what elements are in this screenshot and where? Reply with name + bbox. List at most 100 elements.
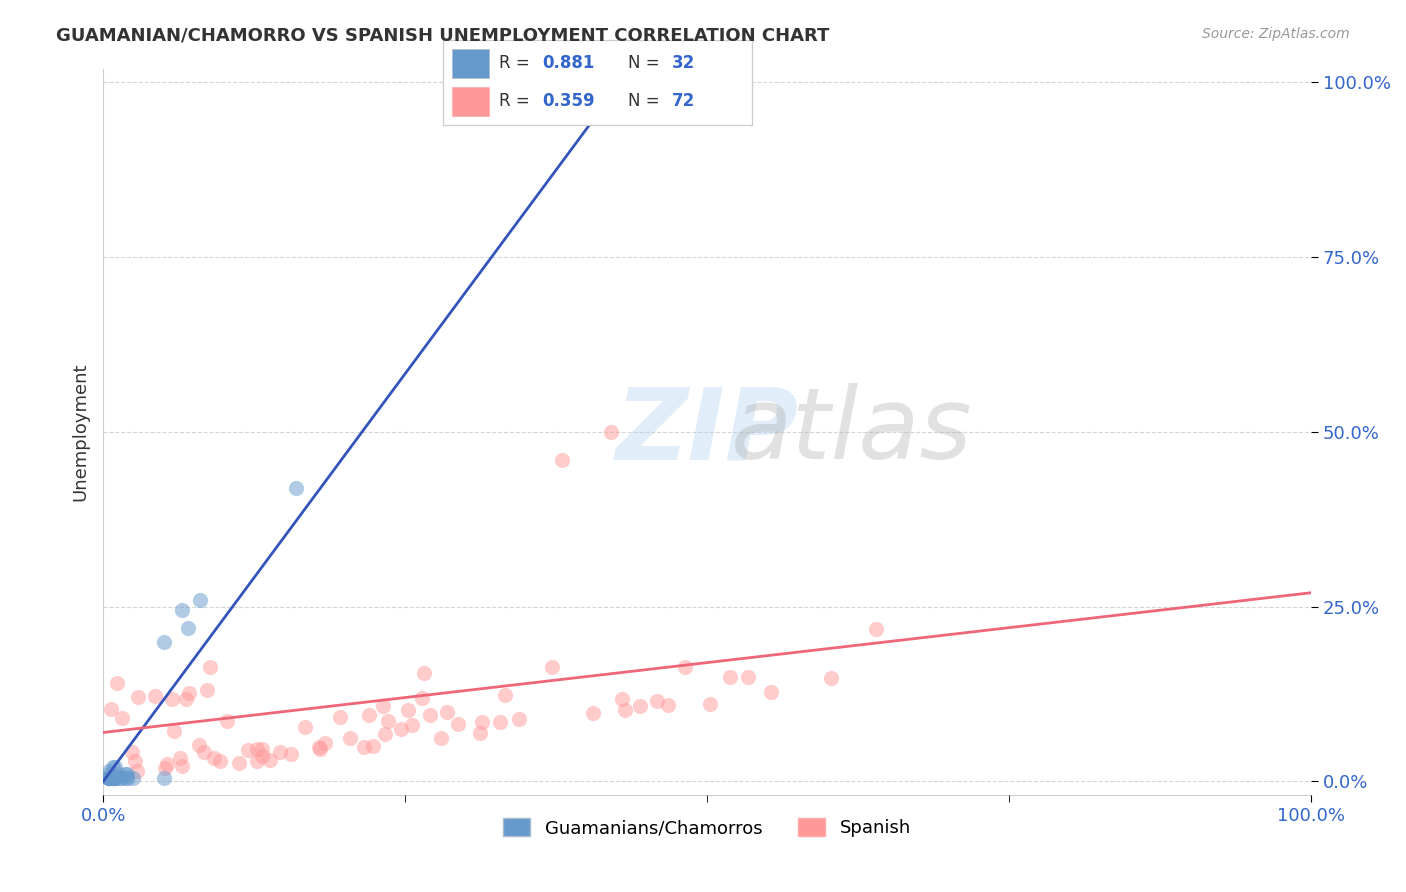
Point [582,706,605,721]
Point [174,692,197,706]
Point [411,691,433,706]
Point [720,670,742,684]
Point [252,741,274,756]
Point [228,756,250,771]
Point [412,665,434,680]
Point [152,771,174,785]
Point [98,771,121,785]
Point [101,760,124,774]
Point [436,705,458,719]
Point [309,742,332,756]
Y-axis label: Unemployment: Unemployment [72,363,89,501]
Text: 32: 32 [672,54,695,72]
Point [98,771,121,785]
Point [163,724,186,739]
Point [419,708,441,723]
Point [104,771,127,785]
Point [599,425,621,439]
Point [508,712,530,726]
Point [188,592,211,607]
Point [117,767,139,781]
Point [98,764,121,778]
FancyBboxPatch shape [453,49,489,78]
Point [471,714,494,729]
Point [107,767,129,781]
Point [100,702,122,716]
Point [645,694,668,708]
Point [98,767,121,781]
Point [551,453,574,467]
Point [285,481,308,495]
Point [121,745,143,759]
Text: R =: R = [499,54,534,72]
Point [188,739,211,753]
Point [538,96,561,111]
Point [628,698,651,713]
Point [160,691,183,706]
Point [759,685,782,699]
Point [105,676,128,690]
Point [361,739,384,753]
Point [177,686,200,700]
Point [614,703,637,717]
Point [489,715,512,730]
Point [329,710,352,724]
Point [339,731,361,746]
Point [110,771,132,785]
Point [246,742,269,756]
Point [156,757,179,772]
Point [359,707,381,722]
Point [389,722,412,736]
Point [124,755,146,769]
Point [172,759,194,773]
Point [250,748,273,763]
Point [98,771,121,785]
Text: 0.881: 0.881 [541,54,595,72]
Point [193,746,215,760]
Point [280,747,302,761]
Point [195,683,218,698]
Point [143,690,166,704]
Text: N =: N = [628,92,665,110]
Point [236,742,259,756]
Point [98,771,121,785]
Point [541,659,564,673]
Point [114,767,136,781]
Point [470,726,492,740]
Point [215,714,238,728]
Point [447,717,470,731]
Point [100,771,122,785]
Point [125,764,148,779]
Text: atlas: atlas [731,384,973,481]
Point [246,754,269,768]
Point [610,691,633,706]
FancyBboxPatch shape [453,87,489,116]
Point [110,771,132,785]
Point [495,688,517,702]
Point [673,660,696,674]
Text: ZIP: ZIP [616,384,799,481]
Point [153,761,176,775]
Point [396,703,419,717]
Text: 72: 72 [672,92,695,110]
Point [259,753,281,767]
Point [98,771,121,785]
Point [353,740,375,755]
Point [104,771,127,785]
Point [820,671,842,685]
Point [308,740,330,755]
Point [269,745,291,759]
Point [657,698,679,713]
Point [101,771,124,785]
Point [104,760,127,774]
Point [377,714,399,728]
Point [117,771,139,785]
Point [371,698,394,713]
Point [152,634,174,648]
Point [122,771,145,785]
Point [374,727,396,741]
Point [202,751,225,765]
Point [429,731,451,745]
Point [104,771,127,785]
Text: N =: N = [628,54,665,72]
